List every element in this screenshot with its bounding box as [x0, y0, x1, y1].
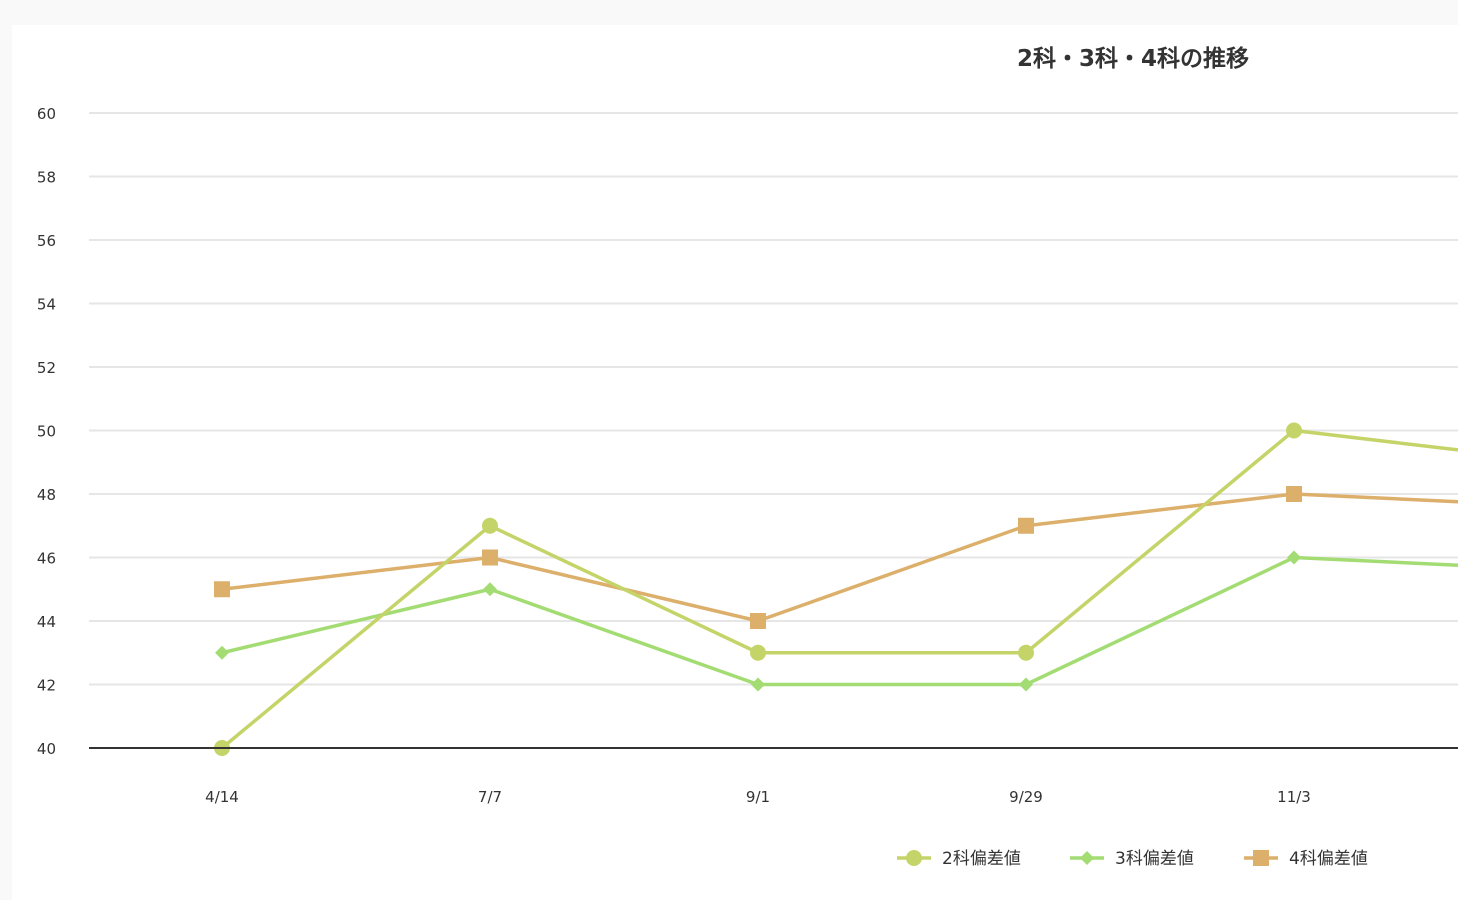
data-point-1-0	[215, 645, 229, 660]
x-tick-label-4: 11/3	[1277, 788, 1311, 806]
legend-item-2: 4科偏差値	[1244, 849, 1368, 869]
data-point-1-1	[483, 582, 497, 597]
chart-title: 2科・3科・4科の推移	[1017, 46, 1249, 72]
x-tick-label-2: 9/1	[746, 788, 770, 806]
data-point-1-3	[1019, 677, 1033, 692]
chart-panel	[12, 25, 1458, 900]
legend-marker-2	[1253, 850, 1269, 866]
data-point-2-0	[214, 581, 230, 598]
x-tick-label-1: 7/7	[478, 788, 502, 806]
series-1	[215, 550, 1458, 692]
y-tick-label-52: 52	[37, 359, 56, 377]
data-point-2-3	[1018, 517, 1034, 534]
legend-item-0: 2科偏差値	[897, 849, 1021, 869]
x-tick-label-3: 9/29	[1009, 788, 1043, 806]
y-tick-label-46: 46	[37, 550, 56, 568]
y-tick-label-56: 56	[37, 232, 56, 250]
legend-label-1: 3科偏差値	[1115, 849, 1194, 869]
series-line-1	[221, 555, 1458, 687]
series-0	[214, 422, 1458, 756]
y-tick-label-40: 40	[37, 740, 56, 758]
legend-label-2: 4科偏差値	[1289, 849, 1368, 869]
legend-marker-0	[906, 850, 922, 866]
data-point-2-4	[1286, 486, 1302, 502]
y-tick-label-60: 60	[37, 105, 56, 123]
series-line-0	[220, 428, 1458, 750]
legend: 2科偏差値 3科偏差値 4科偏差値	[897, 849, 1368, 869]
legend-label-0: 2科偏差値	[942, 849, 1021, 869]
axes: 40 42 44 46 48 50 52 54 56 58 60 4/14 7/7 9/1 9/29 11/3	[37, 105, 1458, 806]
data-point-2-1	[482, 549, 498, 566]
data-point-0-3	[1018, 644, 1034, 661]
data-point-0-2	[750, 644, 766, 661]
legend-item-1: 3科偏差値	[1070, 849, 1194, 869]
series-layer	[214, 422, 1458, 756]
y-tick-label-42: 42	[37, 677, 56, 695]
data-point-0-4	[1286, 422, 1302, 439]
data-point-1-4	[1287, 550, 1301, 565]
x-tick-label-0: 4/14	[205, 788, 239, 806]
y-tick-label-54: 54	[37, 296, 56, 314]
data-point-1-2	[751, 677, 765, 692]
grid-lines	[89, 112, 1458, 686]
data-point-0-1	[482, 517, 498, 534]
legend-marker-1	[1080, 851, 1094, 865]
data-point-2-2	[750, 613, 766, 629]
y-tick-label-44: 44	[37, 613, 56, 631]
y-tick-label-48: 48	[37, 486, 56, 504]
y-tick-label-50: 50	[37, 423, 56, 441]
y-tick-label-58: 58	[37, 169, 56, 187]
